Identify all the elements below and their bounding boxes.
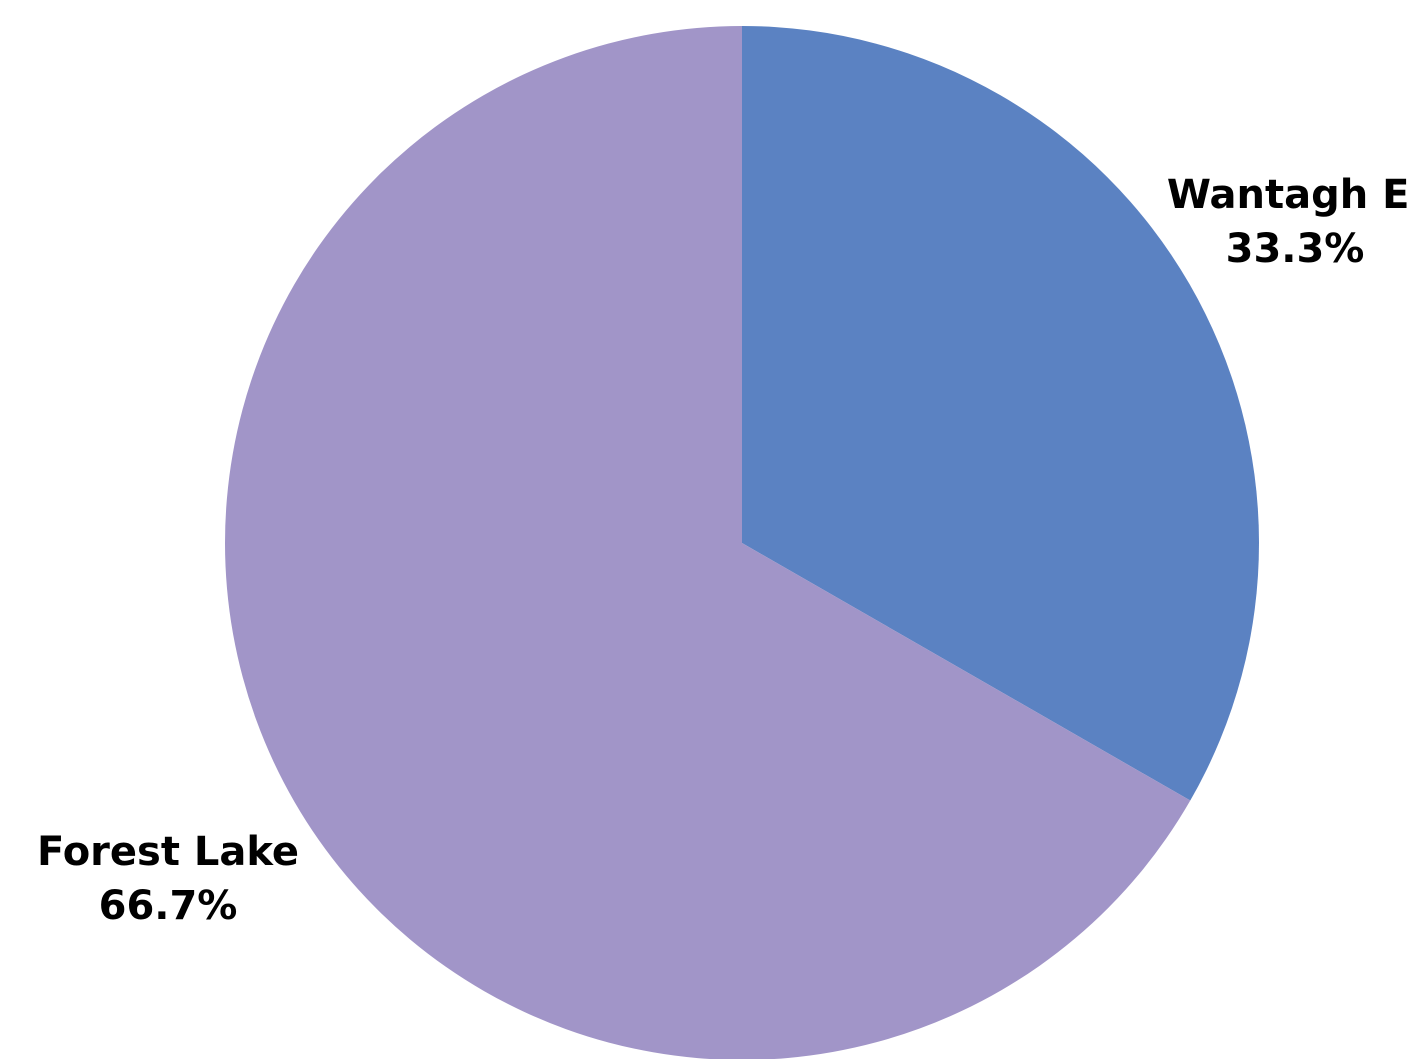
slice-percent-label: 33.3%: [1226, 226, 1365, 272]
pie-labels: Wantagh El 33.3% Forest Lake 66.7%: [37, 172, 1410, 929]
pie-slice-wantagh-el: [742, 26, 1259, 801]
pie-slice-forest-lake: [225, 26, 1191, 1059]
slice-name-label: Forest Lake: [37, 829, 299, 875]
slice-percent-label: 66.7%: [99, 883, 238, 929]
pie-slices: [225, 26, 1259, 1059]
slice-name-label: Wantagh El: [1167, 172, 1410, 218]
